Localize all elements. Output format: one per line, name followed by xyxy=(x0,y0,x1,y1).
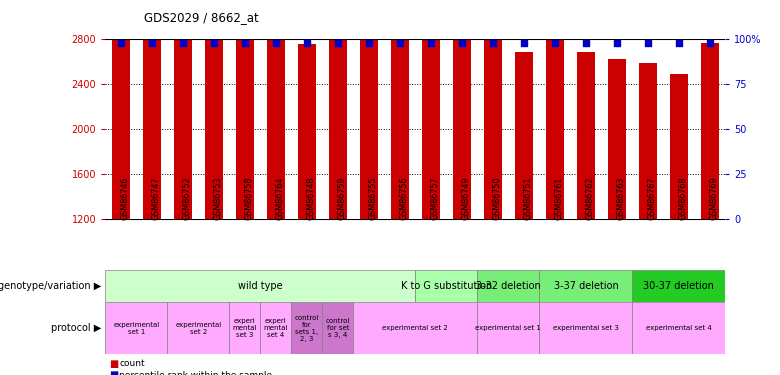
Bar xyxy=(143,0,161,219)
Point xyxy=(270,40,282,46)
Point xyxy=(456,40,468,46)
Bar xyxy=(204,35,223,219)
Point xyxy=(176,40,189,46)
Bar xyxy=(112,0,130,219)
Bar xyxy=(639,63,658,219)
Text: 30-37 deletion: 30-37 deletion xyxy=(644,281,714,291)
Point xyxy=(424,40,437,46)
Bar xyxy=(360,30,378,219)
Bar xyxy=(297,44,316,219)
Text: ■: ■ xyxy=(109,359,119,369)
Text: GSM86767: GSM86767 xyxy=(648,177,657,220)
Text: wild type: wild type xyxy=(238,281,282,291)
Point xyxy=(146,40,158,46)
Text: genotype/variation ▶: genotype/variation ▶ xyxy=(0,281,101,291)
Point xyxy=(518,40,530,46)
Text: GSM86768: GSM86768 xyxy=(679,177,688,220)
Point xyxy=(394,40,406,46)
Bar xyxy=(267,30,285,219)
Text: GSM86761: GSM86761 xyxy=(555,177,564,220)
Text: K to G substitution: K to G substitution xyxy=(401,281,492,291)
Text: control
for
sets 1,
2, 3: control for sets 1, 2, 3 xyxy=(295,315,319,342)
Text: count: count xyxy=(119,359,145,368)
Point xyxy=(548,40,561,46)
Text: GSM86769: GSM86769 xyxy=(710,177,719,220)
Text: ■: ■ xyxy=(109,370,119,375)
Text: experimental set 2: experimental set 2 xyxy=(382,325,448,331)
Bar xyxy=(633,270,725,302)
Point xyxy=(611,40,623,46)
Bar xyxy=(452,0,471,219)
Text: experimental set 1: experimental set 1 xyxy=(476,325,541,331)
Point xyxy=(580,40,592,46)
Text: GSM86757: GSM86757 xyxy=(431,177,440,220)
Bar xyxy=(322,302,353,354)
Text: experimental
set 1: experimental set 1 xyxy=(113,322,159,334)
Bar xyxy=(105,302,168,354)
Bar xyxy=(353,302,477,354)
Point xyxy=(642,40,654,46)
Text: GSM86747: GSM86747 xyxy=(152,177,161,220)
Text: GSM86750: GSM86750 xyxy=(493,177,502,220)
Point xyxy=(672,40,685,46)
Bar xyxy=(540,270,633,302)
Text: experi
mental
set 4: experi mental set 4 xyxy=(264,318,288,338)
Point xyxy=(704,40,716,46)
Bar xyxy=(421,33,440,219)
Bar xyxy=(173,25,192,219)
Point xyxy=(207,40,220,46)
Bar xyxy=(608,58,626,219)
Text: GSM86756: GSM86756 xyxy=(400,177,409,220)
Text: experimental
set 2: experimental set 2 xyxy=(176,322,222,334)
Bar xyxy=(416,270,477,302)
Text: GSM86748: GSM86748 xyxy=(307,177,316,220)
Text: percentile rank within the sample: percentile rank within the sample xyxy=(119,370,272,375)
Text: 3-37 deletion: 3-37 deletion xyxy=(554,281,619,291)
Bar xyxy=(236,29,254,219)
Bar xyxy=(576,52,595,219)
Bar xyxy=(484,0,502,219)
Bar xyxy=(515,52,534,219)
Bar xyxy=(328,27,347,219)
Text: GSM86746: GSM86746 xyxy=(121,177,129,220)
Bar xyxy=(229,302,261,354)
Text: GSM86758: GSM86758 xyxy=(245,177,254,220)
Point xyxy=(332,40,344,46)
Bar xyxy=(168,302,229,354)
Bar xyxy=(700,44,719,219)
Bar xyxy=(669,74,688,219)
Point xyxy=(300,40,313,46)
Text: GSM86759: GSM86759 xyxy=(338,177,347,220)
Text: protocol ▶: protocol ▶ xyxy=(51,323,101,333)
Point xyxy=(363,40,375,46)
Bar xyxy=(477,302,540,354)
Text: GSM86753: GSM86753 xyxy=(214,177,223,220)
Text: GSM86764: GSM86764 xyxy=(276,177,285,220)
Text: GDS2029 / 8662_at: GDS2029 / 8662_at xyxy=(144,11,259,24)
Text: GSM86749: GSM86749 xyxy=(462,177,471,220)
Bar xyxy=(391,28,410,219)
Point xyxy=(115,40,127,46)
Bar xyxy=(545,37,564,219)
Bar xyxy=(540,302,633,354)
Bar xyxy=(477,270,540,302)
Bar xyxy=(261,302,292,354)
Text: GSM86752: GSM86752 xyxy=(183,177,192,220)
Bar xyxy=(633,302,725,354)
Text: experi
mental
set 3: experi mental set 3 xyxy=(232,318,257,338)
Text: GSM86763: GSM86763 xyxy=(617,177,626,220)
Bar xyxy=(105,270,416,302)
Text: 3-32 deletion: 3-32 deletion xyxy=(476,281,541,291)
Text: control
for set
s 3, 4: control for set s 3, 4 xyxy=(326,318,350,338)
Text: experimental set 4: experimental set 4 xyxy=(646,325,712,331)
Point xyxy=(487,40,499,46)
Bar xyxy=(292,302,322,354)
Text: experimental set 3: experimental set 3 xyxy=(553,325,619,331)
Point xyxy=(239,40,251,46)
Text: GSM86762: GSM86762 xyxy=(586,177,595,220)
Text: GSM86751: GSM86751 xyxy=(524,177,533,220)
Text: GSM86755: GSM86755 xyxy=(369,177,378,220)
